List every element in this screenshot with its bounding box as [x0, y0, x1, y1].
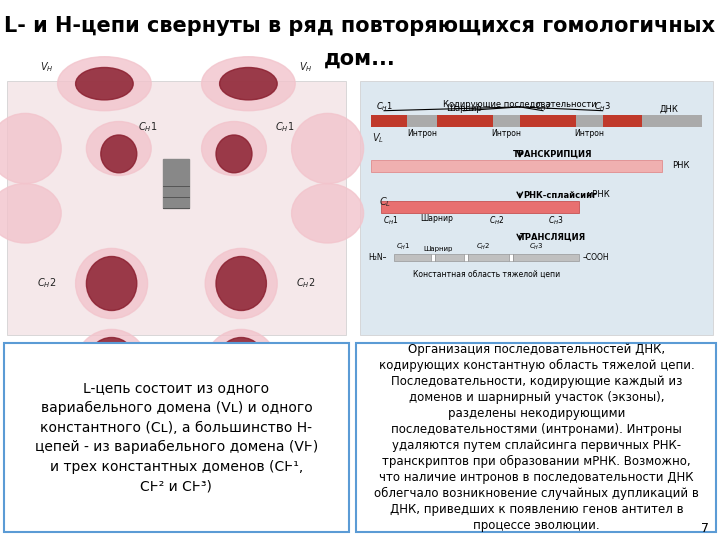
Bar [509, 254, 513, 261]
Text: L-цепь состоит из одного
вариабельного домена (Vʟ) и одного
константного (Cʟ), а: L-цепь состоит из одного вариабельного д… [35, 381, 318, 494]
Text: Интрон: Интрон [575, 129, 604, 138]
Text: Организация последовательностей ДНК,
кодирующих константную область тяжелой цепи: Организация последовательностей ДНК, код… [374, 343, 699, 532]
Bar [468, 254, 509, 261]
Ellipse shape [76, 248, 148, 319]
Text: $C_H$2: $C_H$2 [489, 214, 505, 227]
Ellipse shape [292, 184, 364, 243]
Ellipse shape [202, 122, 266, 176]
Ellipse shape [220, 68, 277, 100]
Bar [7, 81, 346, 335]
Bar [603, 115, 642, 127]
Text: $C_H$1: $C_H$1 [274, 120, 294, 134]
Text: $V_H$: $V_H$ [300, 60, 312, 75]
Text: Интрон: Интрон [492, 129, 521, 138]
Bar [520, 115, 576, 127]
Ellipse shape [86, 122, 151, 176]
Text: мРНК: мРНК [587, 190, 611, 199]
Bar [513, 254, 580, 261]
Text: РНК: РНК [672, 161, 690, 170]
Bar [435, 254, 464, 261]
Bar [493, 115, 520, 127]
Bar [371, 115, 408, 127]
Bar [464, 254, 468, 261]
Text: H₂N–: H₂N– [369, 253, 387, 262]
Text: ТРАНСКРИПЦИЯ: ТРАНСКРИПЦИЯ [513, 150, 593, 159]
Text: дом...: дом... [324, 49, 396, 69]
Ellipse shape [86, 338, 137, 392]
Ellipse shape [292, 113, 364, 184]
Text: $C_H$3: $C_H$3 [549, 214, 564, 227]
Ellipse shape [202, 57, 295, 111]
Ellipse shape [0, 113, 61, 184]
Text: Кодирующие последовательности: Кодирующие последовательности [443, 100, 597, 109]
Text: –COOH: –COOH [583, 253, 610, 262]
Ellipse shape [0, 184, 61, 243]
Ellipse shape [205, 248, 277, 319]
Ellipse shape [216, 256, 266, 310]
Text: L- и Н-цепи свернуты в ряд повторяющихся гомологичных: L- и Н-цепи свернуты в ряд повторяющихся… [4, 16, 716, 36]
Text: $C_H$2: $C_H$2 [476, 242, 490, 252]
Text: $C_H$2: $C_H$2 [37, 276, 57, 291]
Text: $C_L$: $C_L$ [379, 195, 391, 210]
Text: Константная область тяжелой цепи: Константная область тяжелой цепи [413, 270, 560, 279]
Bar [360, 81, 713, 335]
Text: $C_H$3: $C_H$3 [296, 357, 316, 372]
FancyBboxPatch shape [356, 343, 716, 532]
Bar [163, 159, 189, 208]
Ellipse shape [58, 57, 151, 111]
Text: ДНК: ДНК [660, 104, 678, 113]
Text: $C_H$1: $C_H$1 [376, 101, 392, 113]
Text: Шарнир: Шарнир [420, 214, 454, 224]
FancyBboxPatch shape [4, 343, 349, 532]
Ellipse shape [216, 338, 266, 392]
Text: $C_H$1: $C_H$1 [383, 214, 398, 227]
Text: РНК-сплайсинг: РНК-сплайсинг [523, 191, 596, 200]
Bar [576, 115, 603, 127]
Text: $C_H$1: $C_H$1 [396, 242, 410, 252]
Text: $C_H$2: $C_H$2 [296, 276, 316, 291]
Text: 7: 7 [701, 522, 709, 535]
Ellipse shape [76, 68, 133, 100]
Text: ТРАНСЛЯЦИЯ: ТРАНСЛЯЦИЯ [520, 233, 586, 242]
Text: $V_L$: $V_L$ [372, 131, 384, 145]
Text: $C_H$3: $C_H$3 [594, 101, 611, 113]
Bar [381, 201, 580, 213]
Text: $C_H$1: $C_H$1 [138, 120, 158, 134]
Ellipse shape [205, 329, 277, 400]
Text: $C_H$3: $C_H$3 [37, 357, 57, 372]
Text: Интрон: Интрон [407, 129, 437, 138]
Ellipse shape [86, 256, 137, 310]
Bar [408, 115, 437, 127]
Bar [437, 115, 493, 127]
Text: Шарнир: Шарнир [424, 246, 453, 252]
Bar [371, 160, 662, 172]
Text: $V_H$: $V_H$ [40, 60, 53, 75]
Ellipse shape [216, 135, 252, 173]
Bar [394, 254, 431, 261]
Text: $C_H$3: $C_H$3 [529, 242, 544, 252]
Ellipse shape [101, 135, 137, 173]
Text: Шарнир: Шарнир [446, 104, 482, 113]
Text: $C_H$2: $C_H$2 [534, 101, 552, 113]
Ellipse shape [76, 329, 148, 400]
Bar [642, 115, 702, 127]
Bar [431, 254, 435, 261]
